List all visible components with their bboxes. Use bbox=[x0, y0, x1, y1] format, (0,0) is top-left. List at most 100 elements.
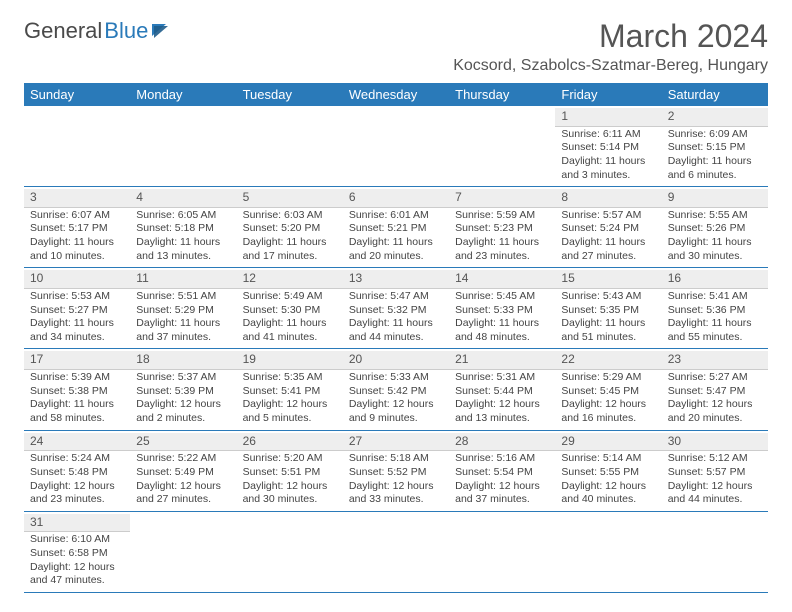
day-number: 22 bbox=[555, 351, 661, 370]
day-info: Sunrise: 5:39 AMSunset: 5:38 PMDaylight:… bbox=[30, 371, 124, 426]
day-info: Sunrise: 5:41 AMSunset: 5:36 PMDaylight:… bbox=[668, 290, 762, 345]
day-info: Sunrise: 6:10 AMSunset: 6:58 PMDaylight:… bbox=[30, 533, 124, 588]
header: GeneralBlue March 2024 Kocsord, Szabolcs… bbox=[24, 18, 768, 75]
day-info: Sunrise: 6:03 AMSunset: 5:20 PMDaylight:… bbox=[243, 209, 337, 264]
day-number: 28 bbox=[449, 433, 555, 452]
weekday-header: Saturday bbox=[662, 83, 768, 106]
empty-cell bbox=[343, 511, 449, 592]
day-number: 23 bbox=[662, 351, 768, 370]
calendar-row: 24Sunrise: 5:24 AMSunset: 5:48 PMDayligh… bbox=[24, 430, 768, 511]
day-info: Sunrise: 5:29 AMSunset: 5:45 PMDaylight:… bbox=[561, 371, 655, 426]
day-number: 10 bbox=[24, 270, 130, 289]
day-number: 25 bbox=[130, 433, 236, 452]
day-info: Sunrise: 5:20 AMSunset: 5:51 PMDaylight:… bbox=[243, 452, 337, 507]
calendar-row: 17Sunrise: 5:39 AMSunset: 5:38 PMDayligh… bbox=[24, 349, 768, 430]
day-info: Sunrise: 5:51 AMSunset: 5:29 PMDaylight:… bbox=[136, 290, 230, 345]
day-info: Sunrise: 5:24 AMSunset: 5:48 PMDaylight:… bbox=[30, 452, 124, 507]
day-number: 1 bbox=[555, 108, 661, 127]
day-cell: 24Sunrise: 5:24 AMSunset: 5:48 PMDayligh… bbox=[24, 430, 130, 511]
calendar-row: 10Sunrise: 5:53 AMSunset: 5:27 PMDayligh… bbox=[24, 268, 768, 349]
logo-text-1: General bbox=[24, 18, 102, 44]
day-cell: 11Sunrise: 5:51 AMSunset: 5:29 PMDayligh… bbox=[130, 268, 236, 349]
weekday-header: Friday bbox=[555, 83, 661, 106]
day-number: 18 bbox=[130, 351, 236, 370]
empty-cell bbox=[449, 511, 555, 592]
day-cell: 4Sunrise: 6:05 AMSunset: 5:18 PMDaylight… bbox=[130, 187, 236, 268]
day-cell: 13Sunrise: 5:47 AMSunset: 5:32 PMDayligh… bbox=[343, 268, 449, 349]
day-number: 15 bbox=[555, 270, 661, 289]
empty-cell bbox=[24, 106, 130, 187]
day-info: Sunrise: 5:49 AMSunset: 5:30 PMDaylight:… bbox=[243, 290, 337, 345]
day-info: Sunrise: 6:05 AMSunset: 5:18 PMDaylight:… bbox=[136, 209, 230, 264]
day-info: Sunrise: 5:22 AMSunset: 5:49 PMDaylight:… bbox=[136, 452, 230, 507]
page-subtitle: Kocsord, Szabolcs-Szatmar-Bereg, Hungary bbox=[453, 57, 768, 75]
logo-flag-icon bbox=[152, 22, 178, 40]
day-cell: 23Sunrise: 5:27 AMSunset: 5:47 PMDayligh… bbox=[662, 349, 768, 430]
weekday-header: Sunday bbox=[24, 83, 130, 106]
day-info: Sunrise: 5:16 AMSunset: 5:54 PMDaylight:… bbox=[455, 452, 549, 507]
day-info: Sunrise: 5:59 AMSunset: 5:23 PMDaylight:… bbox=[455, 209, 549, 264]
day-cell: 28Sunrise: 5:16 AMSunset: 5:54 PMDayligh… bbox=[449, 430, 555, 511]
day-cell: 15Sunrise: 5:43 AMSunset: 5:35 PMDayligh… bbox=[555, 268, 661, 349]
day-number: 13 bbox=[343, 270, 449, 289]
empty-cell bbox=[237, 106, 343, 187]
day-cell: 2Sunrise: 6:09 AMSunset: 5:15 PMDaylight… bbox=[662, 106, 768, 187]
day-cell: 6Sunrise: 6:01 AMSunset: 5:21 PMDaylight… bbox=[343, 187, 449, 268]
empty-cell bbox=[662, 511, 768, 592]
calendar-body: 1Sunrise: 6:11 AMSunset: 5:14 PMDaylight… bbox=[24, 106, 768, 592]
day-number: 27 bbox=[343, 433, 449, 452]
day-info: Sunrise: 5:57 AMSunset: 5:24 PMDaylight:… bbox=[561, 209, 655, 264]
day-info: Sunrise: 5:12 AMSunset: 5:57 PMDaylight:… bbox=[668, 452, 762, 507]
day-cell: 25Sunrise: 5:22 AMSunset: 5:49 PMDayligh… bbox=[130, 430, 236, 511]
day-cell: 12Sunrise: 5:49 AMSunset: 5:30 PMDayligh… bbox=[237, 268, 343, 349]
day-info: Sunrise: 6:01 AMSunset: 5:21 PMDaylight:… bbox=[349, 209, 443, 264]
day-number: 6 bbox=[343, 189, 449, 208]
day-number: 24 bbox=[24, 433, 130, 452]
title-block: March 2024 Kocsord, Szabolcs-Szatmar-Ber… bbox=[453, 18, 768, 75]
day-cell: 20Sunrise: 5:33 AMSunset: 5:42 PMDayligh… bbox=[343, 349, 449, 430]
day-cell: 29Sunrise: 5:14 AMSunset: 5:55 PMDayligh… bbox=[555, 430, 661, 511]
empty-cell bbox=[555, 511, 661, 592]
day-number: 11 bbox=[130, 270, 236, 289]
empty-cell bbox=[449, 106, 555, 187]
day-number: 7 bbox=[449, 189, 555, 208]
day-info: Sunrise: 6:11 AMSunset: 5:14 PMDaylight:… bbox=[561, 128, 655, 183]
empty-cell bbox=[130, 106, 236, 187]
empty-cell bbox=[237, 511, 343, 592]
day-cell: 5Sunrise: 6:03 AMSunset: 5:20 PMDaylight… bbox=[237, 187, 343, 268]
weekday-header: Monday bbox=[130, 83, 236, 106]
calendar-table: SundayMondayTuesdayWednesdayThursdayFrid… bbox=[24, 83, 768, 593]
day-cell: 8Sunrise: 5:57 AMSunset: 5:24 PMDaylight… bbox=[555, 187, 661, 268]
day-number: 20 bbox=[343, 351, 449, 370]
day-info: Sunrise: 5:35 AMSunset: 5:41 PMDaylight:… bbox=[243, 371, 337, 426]
day-number: 14 bbox=[449, 270, 555, 289]
day-info: Sunrise: 5:55 AMSunset: 5:26 PMDaylight:… bbox=[668, 209, 762, 264]
day-cell: 1Sunrise: 6:11 AMSunset: 5:14 PMDaylight… bbox=[555, 106, 661, 187]
weekday-header-row: SundayMondayTuesdayWednesdayThursdayFrid… bbox=[24, 83, 768, 106]
day-cell: 17Sunrise: 5:39 AMSunset: 5:38 PMDayligh… bbox=[24, 349, 130, 430]
day-info: Sunrise: 5:31 AMSunset: 5:44 PMDaylight:… bbox=[455, 371, 549, 426]
day-cell: 7Sunrise: 5:59 AMSunset: 5:23 PMDaylight… bbox=[449, 187, 555, 268]
day-cell: 10Sunrise: 5:53 AMSunset: 5:27 PMDayligh… bbox=[24, 268, 130, 349]
day-number: 19 bbox=[237, 351, 343, 370]
day-cell: 18Sunrise: 5:37 AMSunset: 5:39 PMDayligh… bbox=[130, 349, 236, 430]
day-cell: 31Sunrise: 6:10 AMSunset: 6:58 PMDayligh… bbox=[24, 511, 130, 592]
day-number: 17 bbox=[24, 351, 130, 370]
logo: GeneralBlue bbox=[24, 18, 178, 44]
calendar-row: 31Sunrise: 6:10 AMSunset: 6:58 PMDayligh… bbox=[24, 511, 768, 592]
weekday-header: Thursday bbox=[449, 83, 555, 106]
day-number: 2 bbox=[662, 108, 768, 127]
day-number: 31 bbox=[24, 514, 130, 533]
empty-cell bbox=[343, 106, 449, 187]
day-cell: 14Sunrise: 5:45 AMSunset: 5:33 PMDayligh… bbox=[449, 268, 555, 349]
day-cell: 30Sunrise: 5:12 AMSunset: 5:57 PMDayligh… bbox=[662, 430, 768, 511]
day-number: 12 bbox=[237, 270, 343, 289]
day-info: Sunrise: 6:09 AMSunset: 5:15 PMDaylight:… bbox=[668, 128, 762, 183]
day-number: 30 bbox=[662, 433, 768, 452]
day-number: 21 bbox=[449, 351, 555, 370]
day-number: 5 bbox=[237, 189, 343, 208]
weekday-header: Wednesday bbox=[343, 83, 449, 106]
day-cell: 16Sunrise: 5:41 AMSunset: 5:36 PMDayligh… bbox=[662, 268, 768, 349]
day-info: Sunrise: 5:53 AMSunset: 5:27 PMDaylight:… bbox=[30, 290, 124, 345]
empty-cell bbox=[130, 511, 236, 592]
